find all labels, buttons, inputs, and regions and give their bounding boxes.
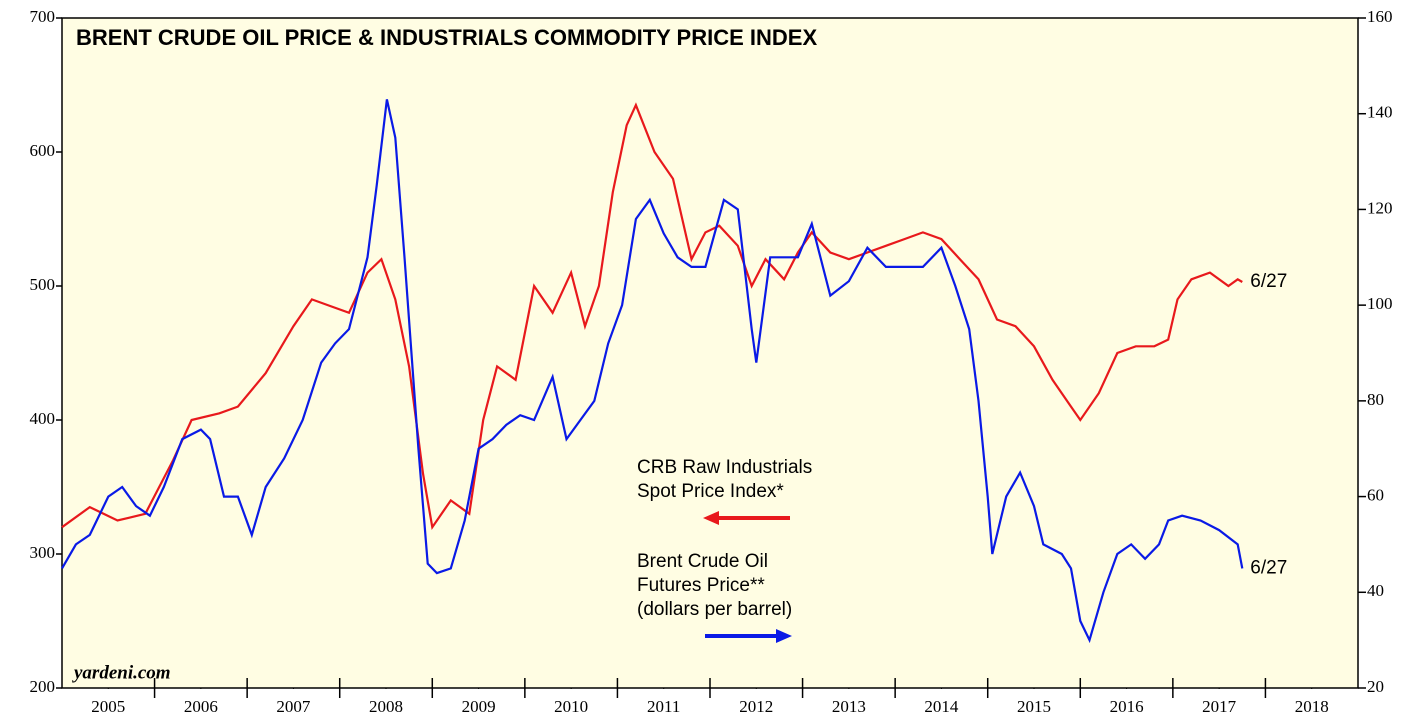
y2-tick-label: 120 bbox=[1367, 198, 1393, 217]
x-tick-label: 2017 bbox=[1202, 697, 1237, 716]
end-label: 6/27 bbox=[1250, 557, 1287, 578]
legend-label: Futures Price** bbox=[637, 575, 765, 596]
x-tick-label: 2013 bbox=[832, 697, 866, 716]
legend-label: Brent Crude Oil bbox=[637, 551, 768, 572]
x-tick-label: 2005 bbox=[91, 697, 125, 716]
x-tick-label: 2010 bbox=[554, 697, 588, 716]
y2-tick-label: 60 bbox=[1367, 485, 1384, 504]
legend-label: (dollars per barrel) bbox=[637, 599, 792, 620]
y-tick-label: 500 bbox=[30, 275, 56, 294]
y-tick-label: 400 bbox=[30, 409, 56, 428]
y2-tick-label: 20 bbox=[1367, 677, 1384, 696]
y2-tick-label: 100 bbox=[1367, 294, 1393, 313]
chart-title: BRENT CRUDE OIL PRICE & INDUSTRIALS COMM… bbox=[76, 25, 817, 50]
y-tick-label: 600 bbox=[30, 141, 56, 160]
legend-label: Spot Price Index* bbox=[637, 481, 784, 502]
x-tick-label: 2007 bbox=[276, 697, 311, 716]
legend-arrowhead bbox=[776, 629, 792, 643]
x-tick-label: 2018 bbox=[1295, 697, 1329, 716]
end-label: 6/27 bbox=[1250, 271, 1287, 292]
y2-tick-label: 160 bbox=[1367, 7, 1393, 26]
source: yardeni.com bbox=[72, 662, 171, 683]
y-tick-label: 200 bbox=[30, 677, 56, 696]
x-tick-label: 2008 bbox=[369, 697, 403, 716]
x-tick-label: 2014 bbox=[924, 697, 959, 716]
x-tick-label: 2012 bbox=[739, 697, 773, 716]
x-tick-label: 2016 bbox=[1110, 697, 1144, 716]
y-tick-label: 300 bbox=[30, 543, 56, 562]
legend-arrowhead bbox=[703, 511, 719, 525]
y2-tick-label: 140 bbox=[1367, 103, 1393, 122]
x-tick-label: 2015 bbox=[1017, 697, 1051, 716]
x-tick-label: 2006 bbox=[184, 697, 218, 716]
y2-tick-label: 80 bbox=[1367, 390, 1384, 409]
y2-tick-label: 40 bbox=[1367, 581, 1384, 600]
x-tick-label: 2011 bbox=[647, 697, 680, 716]
y-tick-label: 700 bbox=[30, 7, 56, 26]
series-line bbox=[61, 99, 1244, 644]
legend-label: CRB Raw Industrials bbox=[637, 457, 812, 478]
x-tick-label: 2009 bbox=[462, 697, 496, 716]
series-line bbox=[61, 102, 1243, 531]
